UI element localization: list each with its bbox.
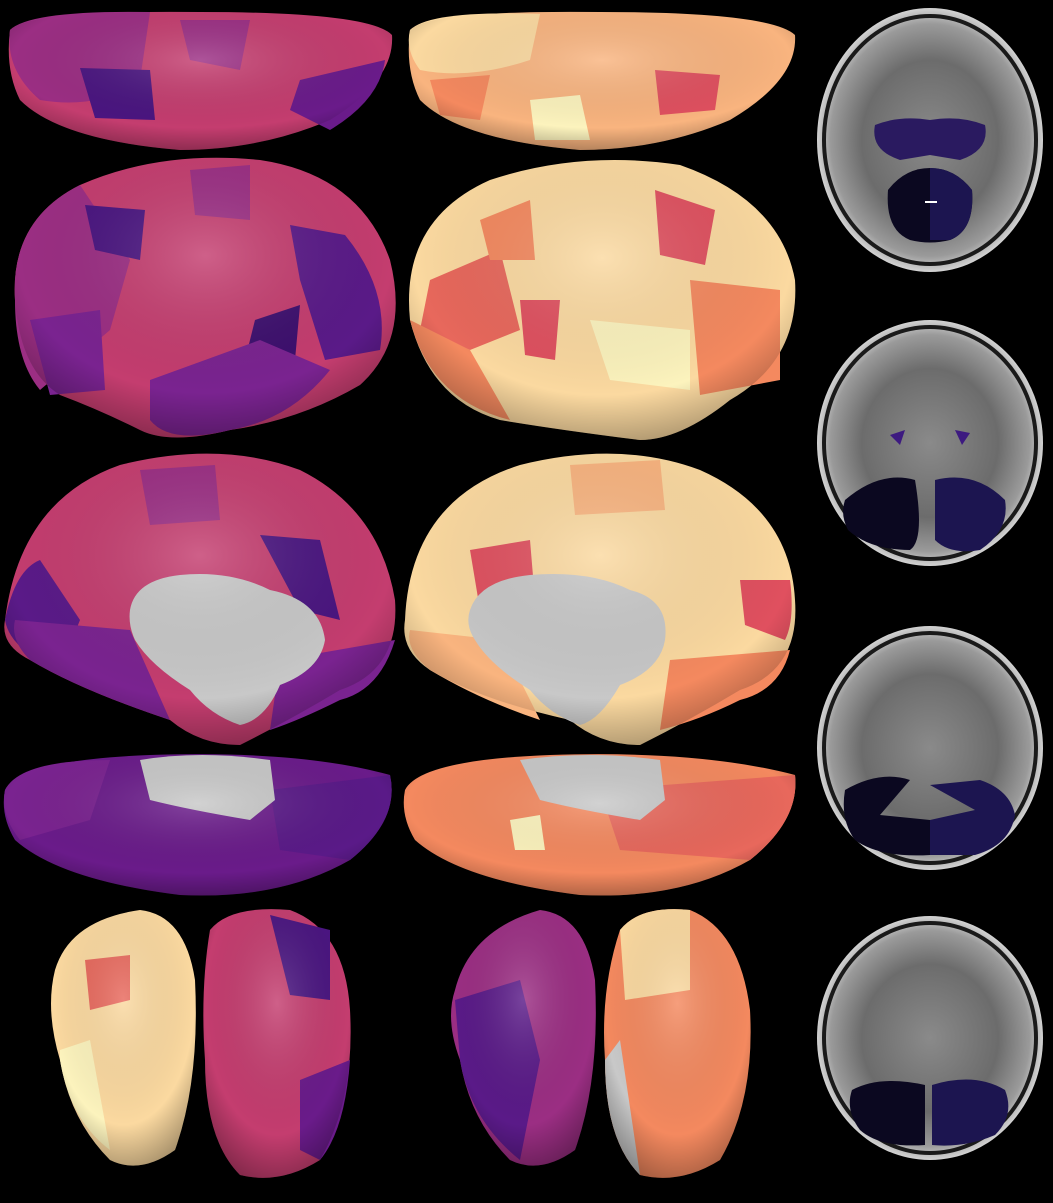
axial-slice-4	[817, 916, 1043, 1160]
left-posterior-view	[51, 909, 351, 1178]
right-medial-view	[404, 453, 796, 745]
axial-slice-3	[817, 626, 1043, 870]
left-ventral-view	[3, 754, 392, 896]
right-ventral-view	[403, 754, 796, 896]
left-medial-view	[4, 453, 396, 745]
left-lateral-view	[14, 157, 396, 438]
axial-slice-2	[817, 320, 1043, 566]
right-posterior-view	[451, 909, 751, 1178]
left-dorsal-view	[8, 11, 393, 151]
axial-slice-1	[817, 8, 1043, 272]
right-dorsal-view	[408, 11, 796, 151]
right-lateral-view	[409, 160, 796, 440]
